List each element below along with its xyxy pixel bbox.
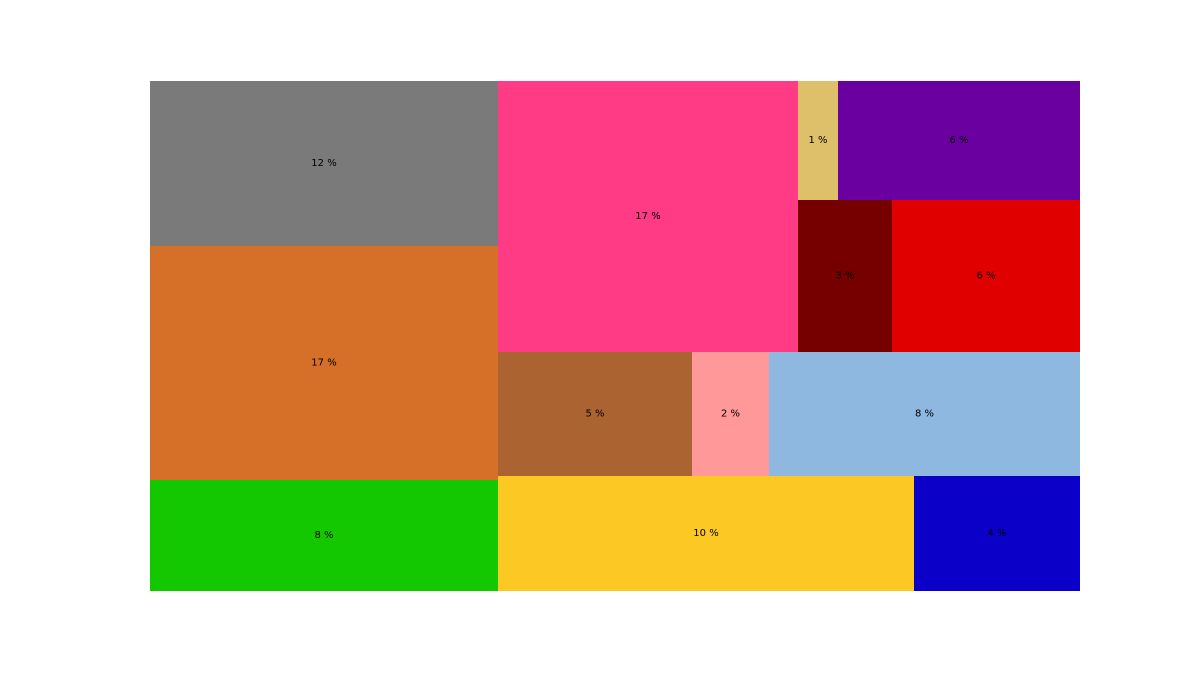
treemap-tile-7 [892,200,1080,352]
treemap-tile-label-2: 8 % [314,530,333,541]
treemap-tile-6 [798,200,892,352]
treemap-tile-5 [838,81,1080,200]
treemap-tile-9 [692,352,769,476]
treemap-tile-label-12: 4 % [987,528,1006,539]
treemap-tile-0 [150,81,498,246]
treemap-tile-label-3: 17 % [635,211,660,222]
treemap-tile-4 [798,81,838,200]
treemap-tile-label-1: 17 % [311,358,336,369]
treemap-tile-2 [150,480,498,591]
treemap-tile-label-0: 12 % [311,158,336,169]
treemap-tile-10 [769,352,1080,476]
treemap-tile-11 [498,476,914,591]
treemap-tile-3 [498,81,798,352]
treemap-tile-label-11: 10 % [693,528,718,539]
treemap-tile-label-10: 8 % [915,409,934,420]
treemap-tile-1 [150,246,498,480]
treemap-tile-12 [914,476,1080,591]
treemap-tile-label-9: 2 % [721,409,740,420]
treemap-tile-label-6: 3 % [835,271,854,282]
treemap-tile-label-4: 1 % [808,135,827,146]
treemap-tiles: 12 % 17 % 8 % 17 % 1 % 6 % 3 % 6 % 5 % 2 % 8 % 10 %… [150,81,1080,591]
treemap-tile-label-7: 6 % [976,271,995,282]
treemap-tile-8 [498,352,692,476]
treemap-tile-label-5: 6 % [949,135,968,146]
treemap-tile-label-8: 5 % [585,409,604,420]
